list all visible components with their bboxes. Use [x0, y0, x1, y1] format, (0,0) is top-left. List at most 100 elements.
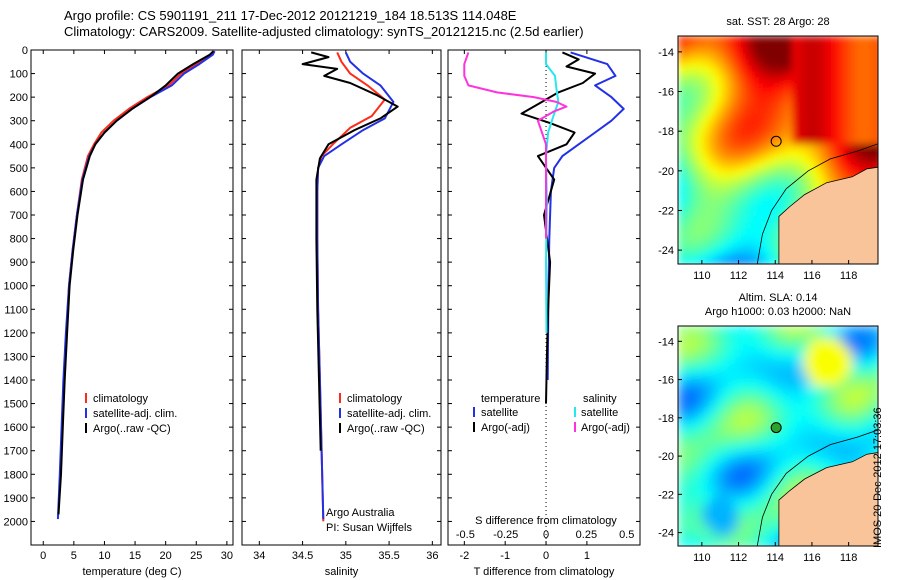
- map-cell: [726, 240, 733, 247]
- map-cell: [684, 542, 691, 546]
- salinity-diff-tick-label: 0: [543, 529, 549, 541]
- map-cell: [858, 138, 865, 145]
- map-cell: [876, 42, 878, 49]
- map-cell: [810, 332, 817, 339]
- map-cell: [744, 156, 751, 163]
- map-cell: [762, 150, 769, 157]
- map-cell: [714, 464, 721, 471]
- map-cell: [804, 186, 811, 193]
- map-cell: [708, 494, 715, 501]
- map-cell: [822, 440, 829, 447]
- map-cell: [786, 60, 793, 67]
- map-cell: [840, 362, 847, 369]
- map-cell: [678, 204, 685, 211]
- map-cell: [756, 90, 763, 97]
- map-cell: [792, 78, 799, 85]
- map-cell: [756, 132, 763, 139]
- map-cell: [786, 180, 793, 187]
- map-cell: [786, 120, 793, 127]
- map-cell: [702, 476, 709, 483]
- map-cell: [678, 434, 685, 441]
- map-cell: [690, 434, 697, 441]
- map-cell: [792, 90, 799, 97]
- map-cell: [678, 512, 685, 519]
- map-cell: [720, 506, 727, 513]
- map-cell: [786, 90, 793, 97]
- map-cell: [738, 458, 745, 465]
- difference-xtick-label: -2: [459, 550, 469, 562]
- map-cell: [774, 362, 781, 369]
- map-cell: [858, 132, 865, 139]
- map-cell: [744, 470, 751, 477]
- map-cell: [678, 252, 685, 259]
- salinity-xlabel: salinity: [325, 566, 359, 578]
- map-cell: [726, 192, 733, 199]
- map-cell: [690, 380, 697, 387]
- map-cell: [744, 54, 751, 61]
- map-cell: [804, 356, 811, 363]
- temperature-xtick-label: 30: [221, 550, 233, 562]
- map-cell: [744, 464, 751, 471]
- map-cell: [774, 174, 781, 181]
- map-cell: [702, 252, 709, 259]
- map-cell: [720, 126, 727, 133]
- map-cell: [828, 440, 835, 447]
- map-cell: [804, 374, 811, 381]
- map-cell: [798, 470, 805, 477]
- depth-tick-label: 500: [10, 163, 28, 175]
- map-cell: [690, 512, 697, 519]
- map-cell: [810, 108, 817, 115]
- map-cell: [852, 356, 859, 363]
- map-cell: [816, 428, 823, 435]
- map-cell: [750, 252, 757, 259]
- map-cell: [852, 410, 859, 417]
- map-cell: [744, 240, 751, 247]
- map-cell: [708, 132, 715, 139]
- map-cell: [678, 350, 685, 357]
- map-cell: [744, 126, 751, 133]
- map-cell: [702, 512, 709, 519]
- map-cell: [768, 434, 775, 441]
- map-cell: [738, 404, 745, 411]
- map-cell: [804, 144, 811, 151]
- map-cell: [792, 138, 799, 145]
- map-cell: [822, 66, 829, 73]
- map-cell: [852, 36, 859, 43]
- map-cell: [792, 48, 799, 55]
- map-cell: [690, 204, 697, 211]
- map-cell: [696, 374, 703, 381]
- map-cell: [720, 192, 727, 199]
- map-cell: [798, 392, 805, 399]
- map-cell: [828, 156, 835, 163]
- map-cell: [708, 416, 715, 423]
- map-cell: [762, 228, 769, 235]
- map-cell: [792, 114, 799, 121]
- temperature-xtick-label: 20: [160, 550, 172, 562]
- map-cell: [726, 120, 733, 127]
- map-cell: [810, 42, 817, 49]
- map-cell: [738, 362, 745, 369]
- map-cell: [678, 518, 685, 525]
- map-cell: [726, 204, 733, 211]
- map-cell: [846, 422, 853, 429]
- map-cell: [696, 482, 703, 489]
- map-cell: [726, 84, 733, 91]
- map-cell: [768, 216, 775, 223]
- map-cell: [726, 494, 733, 501]
- map-cell: [678, 500, 685, 507]
- map-cell: [744, 180, 751, 187]
- map-cell: [798, 114, 805, 121]
- map-cell: [822, 162, 829, 169]
- map-cell: [780, 386, 787, 393]
- map-xtick-label: 112: [730, 552, 748, 564]
- map-cell: [786, 338, 793, 345]
- map-cell: [750, 234, 757, 241]
- map-cell: [840, 410, 847, 417]
- map-cell: [786, 198, 793, 205]
- map-cell: [822, 434, 829, 441]
- map-cell: [738, 210, 745, 217]
- map-cell: [684, 60, 691, 67]
- map-cell: [684, 120, 691, 127]
- map-cell: [768, 440, 775, 447]
- map-cell: [834, 380, 841, 387]
